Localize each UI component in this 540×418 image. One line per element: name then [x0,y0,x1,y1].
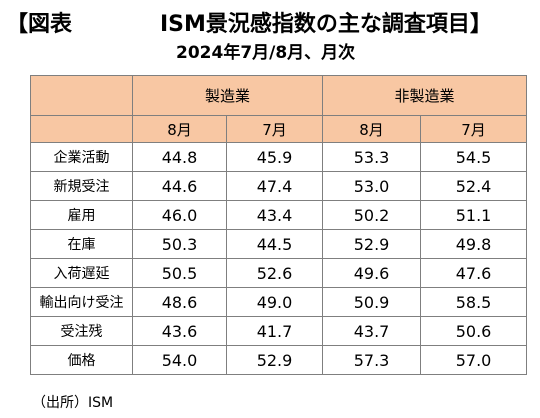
month-header: 7月 [225,115,324,143]
ism-index-table: 製造業 非製造業 8月 7月 8月 7月 企業活動 44.8 45.9 53.3… [30,75,528,375]
table-cell: 50.9 [322,287,422,317]
table-cell: 50.6 [420,316,528,346]
page-title: ISM景況感指数の主な調査項目】 [160,12,492,37]
row-label: 企業活動 [30,142,133,172]
row-label: 受注残 [30,316,133,346]
table-row: 入荷遅延 50.5 52.6 49.6 47.6 [30,258,528,288]
table-cell: 49.0 [225,287,324,317]
group-header-non-manufacturing: 非製造業 [322,75,528,116]
table-corner-cell [30,75,133,116]
table-corner-cell [30,115,133,143]
table-cell: 48.6 [132,287,227,317]
table-cell: 52.4 [420,171,528,201]
table-cell: 50.3 [132,229,227,259]
table-cell: 47.6 [420,258,528,288]
table-row: 雇用 46.0 43.4 50.2 51.1 [30,200,528,230]
row-label: 在庫 [30,229,133,259]
table-cell: 49.8 [420,229,528,259]
table-cell: 57.0 [420,345,528,375]
figure-label: 【図表 [6,12,73,37]
row-label: 新規受注 [30,171,133,201]
table-row: 価格 54.0 52.9 57.3 57.0 [30,345,528,375]
table-cell: 58.5 [420,287,528,317]
table-row: 在庫 50.3 44.5 52.9 49.8 [30,229,528,259]
table-cell: 51.1 [420,200,528,230]
table-cell: 41.7 [225,316,324,346]
month-header: 8月 [132,115,227,143]
table-cell: 54.0 [132,345,227,375]
table-cell: 52.9 [225,345,324,375]
table-cell: 54.5 [420,142,528,172]
source-note: （出所）ISM [32,395,114,411]
table-cell: 52.6 [225,258,324,288]
table-cell: 47.4 [225,171,324,201]
table-row: 企業活動 44.8 45.9 53.3 54.5 [30,142,528,172]
table-cell: 43.4 [225,200,324,230]
page-subtitle: 2024年7月/8月、月次 [176,43,356,63]
row-label: 価格 [30,345,133,375]
table-row: 受注残 43.6 41.7 43.7 50.6 [30,316,528,346]
table-cell: 53.0 [322,171,422,201]
table-cell: 50.2 [322,200,422,230]
table-cell: 43.6 [132,316,227,346]
table-cell: 53.3 [322,142,422,172]
table-cell: 57.3 [322,345,422,375]
table-cell: 50.5 [132,258,227,288]
table-row: 新規受注 44.6 47.4 53.0 52.4 [30,171,528,201]
table-cell: 45.9 [225,142,324,172]
table-cell: 44.5 [225,229,324,259]
table-row: 輸出向け受注 48.6 49.0 50.9 58.5 [30,287,528,317]
table-cell: 43.7 [322,316,422,346]
table-cell: 52.9 [322,229,422,259]
table-cell: 44.8 [132,142,227,172]
row-label: 雇用 [30,200,133,230]
table-cell: 44.6 [132,171,227,201]
table-month-header-row: 8月 7月 8月 7月 [30,115,528,143]
group-header-manufacturing: 製造業 [131,75,324,116]
month-header: 7月 [420,115,528,143]
month-header: 8月 [322,115,422,143]
row-label: 入荷遅延 [30,258,133,288]
row-label: 輸出向け受注 [30,287,133,317]
table-cell: 46.0 [132,200,227,230]
table-cell: 49.6 [322,258,422,288]
table-group-header-row: 製造業 非製造業 [30,75,528,116]
